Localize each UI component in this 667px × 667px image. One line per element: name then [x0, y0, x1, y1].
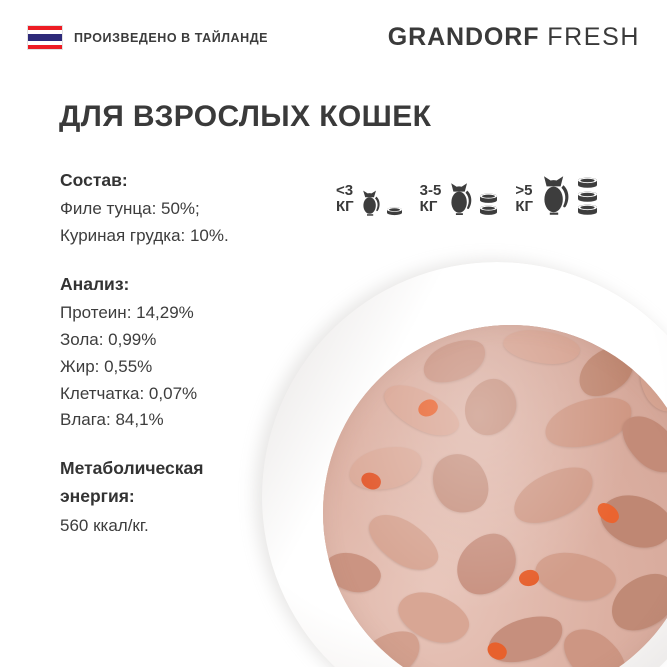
analysis-line: Протеин: 14,29% [60, 303, 194, 322]
feeding-item-small: <3 КГ [336, 183, 403, 216]
food-can-icon [578, 177, 598, 188]
brand-name-primary: GRANDORF [387, 23, 540, 51]
food-can-icon [578, 204, 598, 215]
brand-name-secondary: FRESH [547, 23, 640, 51]
analysis-line: Жир: 0,55% [60, 356, 153, 376]
feeding-item-large: >5 КГ [515, 168, 598, 216]
energy-heading-second-line: энергия: [60, 486, 135, 507]
feeding-weight-value: >5 [515, 182, 533, 200]
product-details: Состав: Филе тунца: 50%; Куриная грудка:… [60, 168, 320, 561]
analysis-line: Клетчатка: 0,07% [60, 383, 198, 403]
feeding-weight-value: <3 [336, 182, 354, 200]
cat-large-icon [544, 176, 569, 215]
cat-medium-icon [451, 183, 472, 215]
feeding-weight-unit: КГ [515, 197, 534, 215]
composition-block: Состав: Филе тунца: 50%; Куриная грудка:… [60, 168, 320, 250]
brand-logo: GRANDORF FRESH [388, 23, 640, 52]
feeding-cans-small [386, 207, 403, 216]
feeding-weight-value: 3-5 [419, 182, 442, 200]
analysis-heading: Анализ: [60, 273, 130, 294]
country-of-origin: ПРОИЗВЕДЕНО В ТАЙЛАНДЕ [27, 25, 268, 50]
cat-small-icon [362, 190, 380, 216]
thailand-flag-icon [27, 25, 63, 50]
feeding-item-medium: 3-5 КГ [420, 176, 499, 216]
energy-heading: Метаболическая [60, 458, 204, 479]
analysis-line: Влага: 84,1% [60, 410, 164, 430]
origin-label: ПРОИЗВЕДЕНО В ТАЙЛАНДЕ [74, 30, 269, 45]
food-can-icon [480, 205, 498, 215]
energy-block: Метаболическая энергия: 560 ккал/кг. [60, 456, 320, 539]
analysis-line: Зола: 0,99% [60, 329, 157, 349]
feeding-cans-medium [479, 193, 498, 217]
feeding-cans-large [577, 177, 598, 216]
food-can-icon [386, 207, 402, 216]
cat-food-bowl-photo [262, 262, 667, 667]
composition-line: Куриная грудка: 10%. [60, 226, 229, 245]
page-title: ДЛЯ ВЗРОСЛЫХ КОШЕК [59, 100, 432, 133]
feeding-weight-unit: КГ [336, 197, 354, 215]
feeding-guide: <3 КГ 3-5 [336, 168, 598, 216]
composition-line: Филе тунца: 50%; [60, 199, 200, 219]
analysis-block: Анализ: Протеин: 14,29% Зола: 0,99% Жир:… [60, 272, 320, 434]
page-header: ПРОИЗВЕДЕНО В ТАЙЛАНДЕ GRANDORF FRESH [0, 0, 667, 78]
food-can-icon [480, 193, 498, 203]
composition-heading: Состав: [60, 170, 128, 190]
feeding-weight-small: <3 КГ [336, 183, 354, 216]
bowl-interior [323, 325, 667, 667]
food-contents [323, 325, 667, 667]
feeding-weight-medium: 3-5 КГ [420, 183, 442, 216]
food-can-icon [578, 191, 598, 202]
feeding-weight-large: >5 КГ [515, 183, 533, 216]
feeding-weight-unit: КГ [419, 197, 438, 215]
energy-value: 560 ккал/кг. [60, 515, 149, 535]
